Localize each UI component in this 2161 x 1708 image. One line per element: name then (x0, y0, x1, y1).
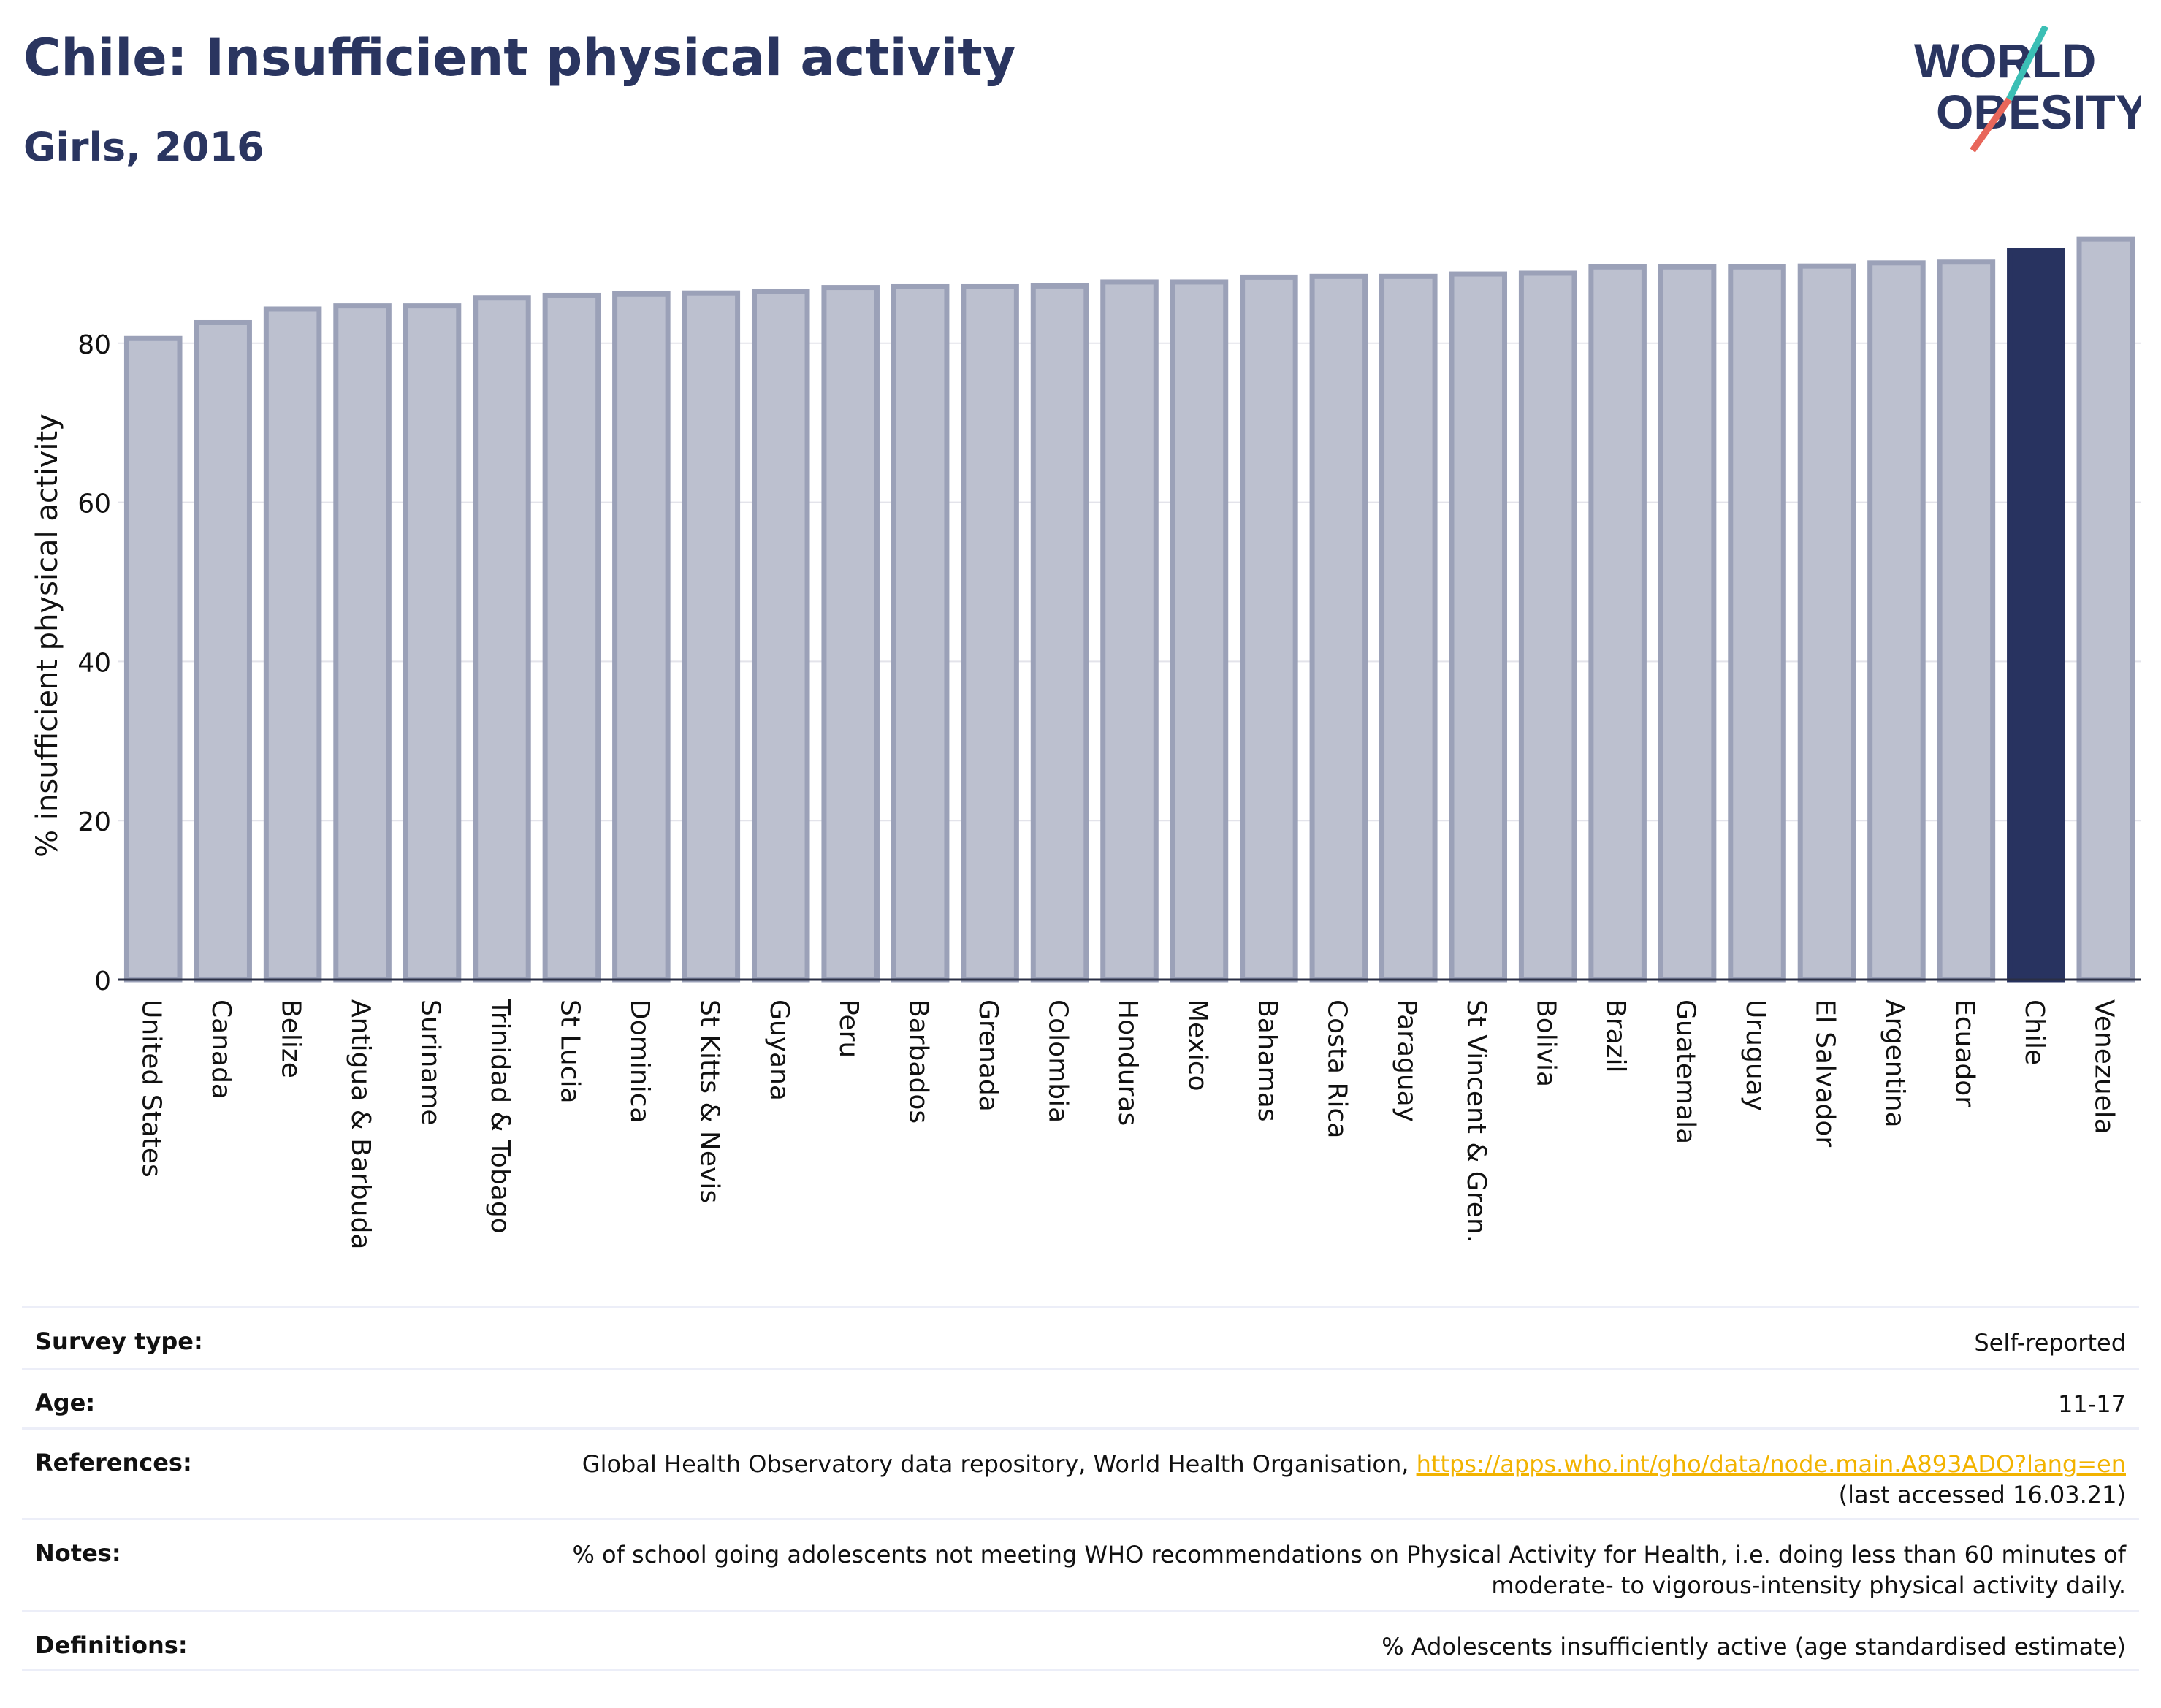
definitions-label: Definitions: (35, 1631, 188, 1659)
x-tick-label: Belize (276, 999, 306, 1078)
meta-row-definitions: Definitions: % Adolescents insufficientl… (22, 1610, 2139, 1671)
x-tick-label: Chile (2019, 999, 2049, 1065)
x-tick-label: Colombia (1043, 999, 1073, 1123)
x-tick-label: Ecuador (1949, 999, 1979, 1107)
y-tick-label: 40 (77, 648, 111, 678)
age-label: Age: (35, 1389, 96, 1417)
notes-line1: % of school going adolescents not meetin… (572, 1541, 2126, 1568)
bar-grenada (961, 283, 1019, 983)
notes-line2: moderate- to vigorous-intensity physical… (1491, 1571, 2126, 1599)
references-label: References: (35, 1449, 192, 1476)
bar-bahamas (1240, 274, 1298, 983)
x-tick-label: Brazil (1601, 999, 1631, 1072)
y-tick-label: 80 (77, 330, 111, 360)
x-tick-label: Canada (206, 999, 236, 1099)
bar-st-lucia (542, 292, 601, 983)
definitions-value: % Adolescents insufficiently active (age… (1381, 1633, 2126, 1661)
world-obesity-logo: WORLD OBESITY (1914, 26, 2141, 153)
x-tick-label: Trinidad & Tobago (485, 999, 515, 1234)
chart-title: Chile: Insufficient physical activity (23, 28, 1016, 88)
y-axis-label: % insufficient physical activity (31, 413, 64, 858)
meta-row-age: Age: 11-17 (22, 1368, 2139, 1427)
references-accessed: (last accessed 16.03.21) (1838, 1481, 2126, 1509)
x-tick-label: Bahamas (1252, 999, 1282, 1122)
bar-el-salvador (1797, 263, 1856, 983)
logo-slash-teal (2005, 26, 2049, 102)
bar-barbados (891, 283, 950, 983)
references-value: Global Health Observatory data repositor… (582, 1449, 2126, 1510)
metadata-table: Survey type: Self-reported Age: 11-17 Re… (22, 1306, 2139, 1671)
bar-colombia (1030, 283, 1089, 983)
x-tick-label: Costa Rica (1322, 999, 1352, 1138)
bar-chart: 0 20 40 60 80 United States Canada Belize Antig… (31, 236, 2141, 1249)
x-tick-label: Dominica (625, 999, 655, 1124)
bar-suriname (403, 303, 462, 983)
x-tick-label: Paraguay (1392, 999, 1422, 1122)
bar-belize (263, 306, 322, 983)
x-tick-label: Guatemala (1671, 999, 1701, 1144)
x-tick-label: Mexico (1182, 999, 1212, 1091)
meta-row-survey-type: Survey type: Self-reported (22, 1306, 2139, 1368)
y-tick-label: 60 (77, 489, 111, 519)
x-tick-label: Guyana (764, 999, 794, 1101)
meta-row-notes: Notes: % of school going adolescents not… (22, 1518, 2139, 1610)
x-tick-label: United States (137, 999, 167, 1178)
notes-value: % of school going adolescents not meetin… (572, 1539, 2126, 1601)
bar-guatemala (1658, 264, 1717, 983)
bars (123, 236, 2135, 983)
logo-slash-coral (1970, 97, 2012, 153)
bar-costa-rica (1309, 273, 1368, 983)
x-tick-label: Uruguay (1740, 999, 1770, 1111)
meta-row-references: References: Global Health Observatory da… (22, 1427, 2139, 1518)
bar-united-states (123, 335, 183, 983)
x-tick-label: El Salvador (1810, 999, 1840, 1147)
x-tick-label: Antigua & Barbuda (346, 999, 376, 1249)
bar-honduras (1100, 279, 1159, 983)
bar-st-vincent-gren- (1449, 271, 1508, 983)
x-tick-labels: United States Canada Belize Antigua & Barbu… (137, 999, 2119, 1249)
x-tick-label: Suriname (416, 999, 446, 1126)
y-tick-label: 20 (77, 807, 111, 837)
y-tick-labels: 0 20 40 60 80 (77, 330, 111, 996)
bar-peru (821, 285, 880, 983)
bar-bolivia (1518, 270, 1577, 983)
survey-type-label: Survey type: (35, 1327, 203, 1355)
x-tick-label: Bolivia (1531, 999, 1561, 1087)
bar-uruguay (1728, 264, 1786, 983)
bar-paraguay (1379, 273, 1438, 983)
bar-st-kitts-nevis (682, 290, 741, 983)
x-tick-label: Grenada (973, 999, 1003, 1112)
bar-brazil (1588, 264, 1647, 983)
x-tick-label: Barbados (904, 999, 934, 1124)
survey-type-value: Self-reported (1974, 1329, 2126, 1357)
bar-trinidad-tobago (473, 295, 531, 983)
bar-ecuador (1937, 259, 1996, 983)
bar-argentina (1867, 260, 1926, 983)
chart-subtitle: Girls, 2016 (23, 124, 264, 170)
y-tick-label: 0 (94, 967, 111, 996)
x-tick-label: St Lucia (554, 999, 584, 1104)
bar-antigua-barbuda (333, 303, 392, 983)
logo-line1: WORLD (1914, 34, 2096, 88)
bar-canada (194, 319, 252, 983)
bar-dominica (612, 291, 671, 983)
bar-venezuela (2076, 236, 2135, 983)
x-tick-label: Argentina (1880, 999, 1910, 1128)
notes-label: Notes: (35, 1539, 121, 1567)
bar-guyana (751, 289, 810, 983)
bar-chile (2007, 248, 2065, 983)
x-tick-label: Honduras (1113, 999, 1143, 1126)
x-tick-label: St Vincent & Gren. (1461, 999, 1491, 1243)
references-text: Global Health Observatory data repositor… (582, 1450, 1417, 1478)
x-tick-label: St Kitts & Nevis (694, 999, 724, 1203)
logo-line2: OBESITY (1936, 85, 2141, 139)
age-value: 11-17 (2058, 1390, 2126, 1418)
references-link[interactable]: https://apps.who.int/gho/data/node.main.… (1416, 1450, 2126, 1478)
x-tick-label: Venezuela (2089, 999, 2119, 1135)
bar-mexico (1170, 279, 1229, 983)
x-tick-label: Peru (834, 999, 864, 1058)
